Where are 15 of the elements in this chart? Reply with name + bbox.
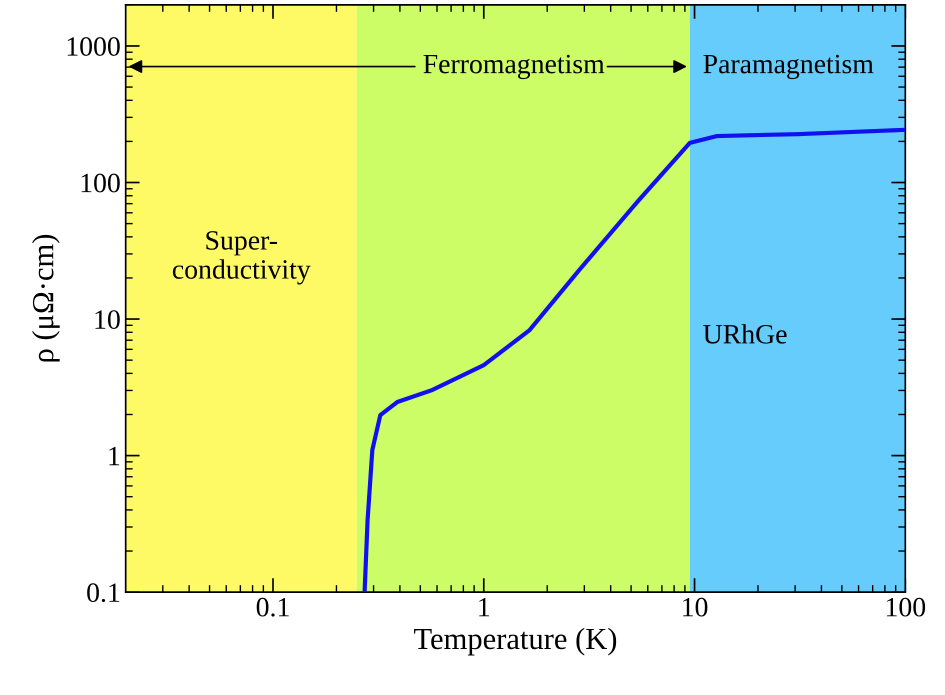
y-tick-label: 10 (95, 310, 120, 329)
x-tick-label: 10 (683, 598, 708, 617)
band-label: Ferromagnetism (423, 54, 604, 80)
y-tick-label: 0.1 (87, 583, 120, 602)
x-tick-label: 100 (886, 598, 926, 617)
y-tick-label: 1000 (68, 37, 120, 56)
x-tick-label: 0.1 (256, 598, 289, 617)
y-tick-label: 100 (82, 174, 120, 192)
annotation: URhGe (703, 324, 787, 344)
x-tick-label: 1 (479, 598, 490, 616)
x-axis-title: Temperature (K) (414, 628, 616, 656)
y-axis-title: ρ (μΩ·cm) (32, 234, 60, 362)
band-label: Super- conductivity (172, 231, 311, 285)
y-tick-label: 1 (109, 446, 120, 466)
band-label: Paramagnetism (703, 54, 874, 80)
